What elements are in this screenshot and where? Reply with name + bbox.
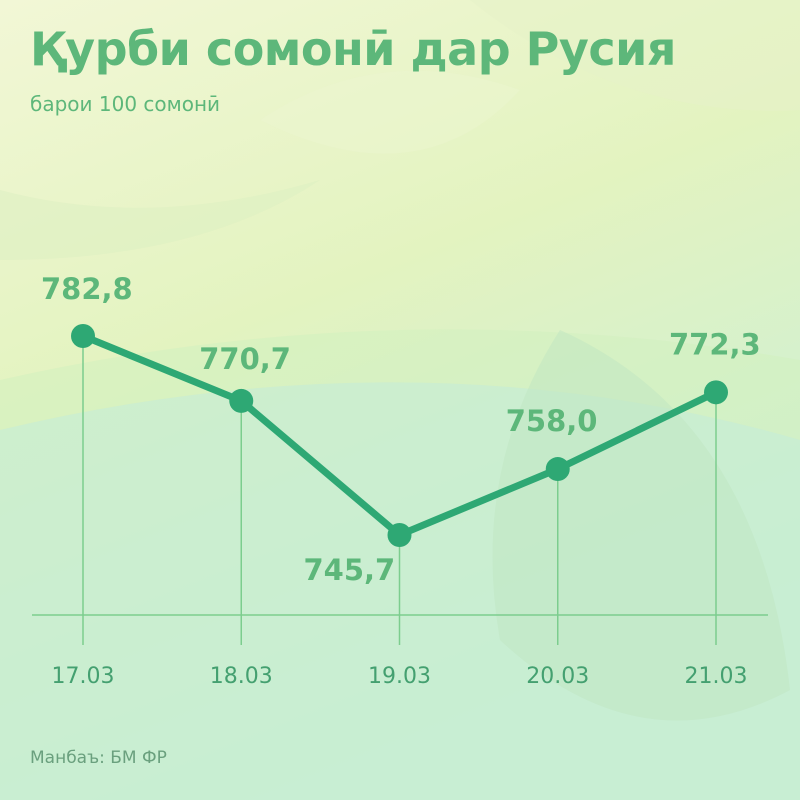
x-tick-label: 19.03 [368, 664, 431, 689]
data-point [71, 324, 95, 348]
data-label: 770,7 [199, 342, 291, 376]
x-tick-label: 17.03 [52, 664, 115, 689]
data-label: 745,7 [304, 553, 396, 587]
data-point [229, 388, 254, 413]
x-tick-label: 20.03 [526, 664, 589, 689]
series-line [79, 332, 720, 539]
data-point [704, 380, 728, 405]
data-label: 758,0 [506, 404, 598, 438]
chart-subtitle: барои 100 сомонӣ [30, 92, 221, 116]
source-note: Манбаъ: БМ ФР [30, 748, 167, 768]
data-label: 782,8 [41, 272, 133, 306]
data-label: 772,3 [669, 327, 761, 361]
x-tick-label: 18.03 [210, 664, 273, 689]
data-point [387, 523, 412, 547]
x-tick-label: 21.03 [685, 664, 748, 689]
data-point [545, 457, 570, 482]
chart-title: Қурби сомонӣ дар Русия [30, 22, 676, 76]
